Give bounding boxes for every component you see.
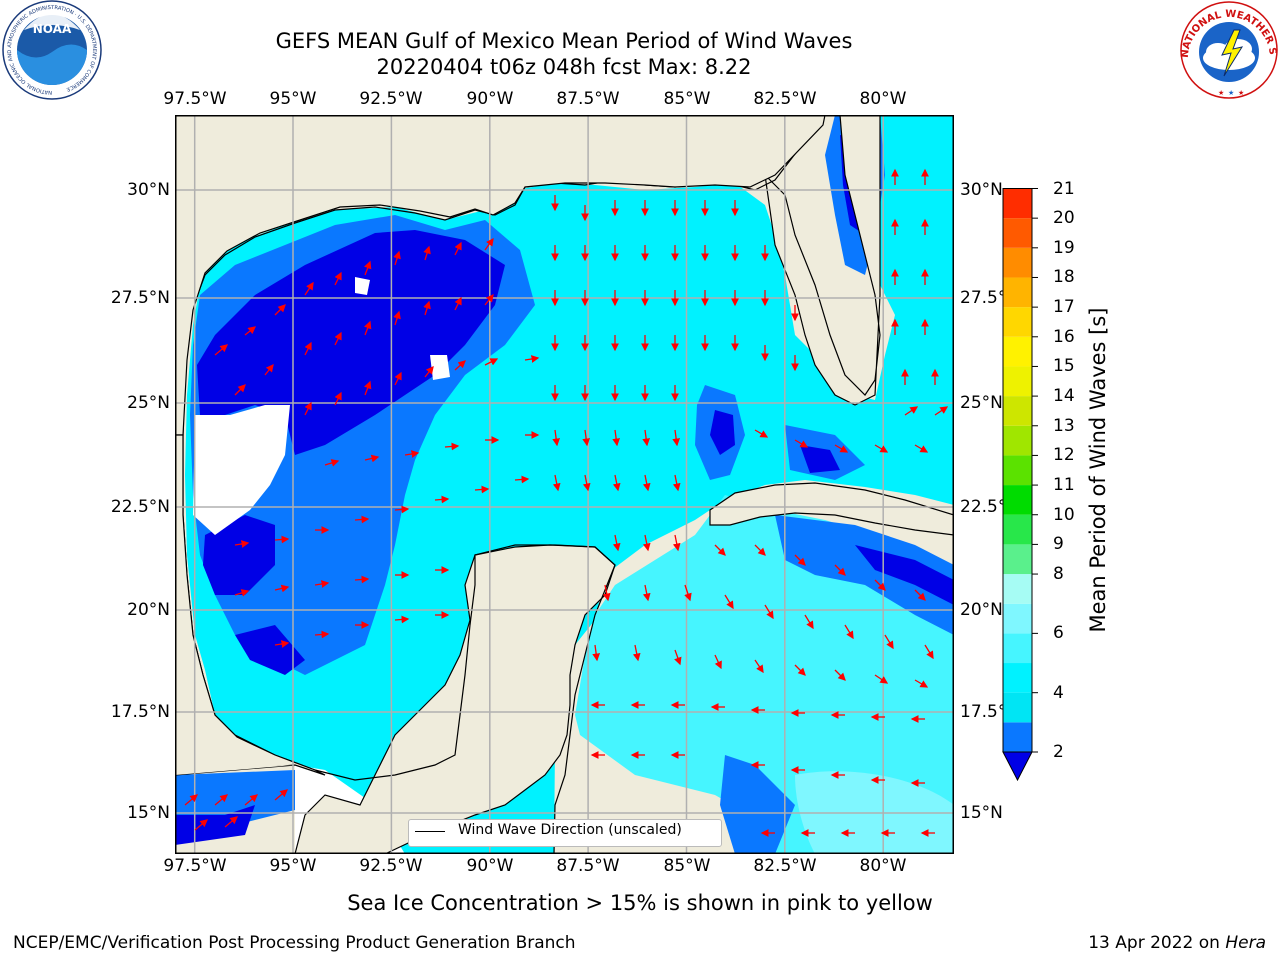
colorbar-segment bbox=[1003, 188, 1032, 219]
nws-logo: NATIONAL WEATHER SERVICE ★ ★ ★ bbox=[1178, 0, 1278, 99]
colorbar-segment bbox=[1003, 633, 1032, 664]
colorbar-tick-label: 12 bbox=[1053, 445, 1075, 466]
colorbar-segment bbox=[1003, 218, 1032, 248]
colorbar-segment bbox=[1003, 425, 1032, 456]
lat-tick-left: 20°N bbox=[127, 600, 170, 620]
colorbar-segment bbox=[1003, 544, 1032, 575]
lon-tick-top: 92.5°W bbox=[359, 89, 423, 109]
colorbar-segment bbox=[1003, 247, 1032, 278]
lat-tick-left: 22.5°N bbox=[110, 497, 170, 517]
lat-tick-left: 15°N bbox=[127, 803, 170, 823]
colorbar-tick-label: 16 bbox=[1053, 326, 1075, 347]
cuba-land bbox=[709, 482, 954, 536]
lat-tick-left: 17.5°N bbox=[110, 702, 170, 722]
colorbar-tick-label: 19 bbox=[1053, 237, 1075, 258]
colorbar-tick-label: 10 bbox=[1053, 504, 1075, 525]
colorbar-segment bbox=[1003, 692, 1032, 723]
colorbar bbox=[1002, 188, 1038, 782]
colorbar-tick-label: 18 bbox=[1053, 267, 1075, 288]
florida-land bbox=[764, 115, 954, 406]
lon-tick-top: 82.5°W bbox=[753, 89, 817, 109]
colorbar-segment bbox=[1003, 336, 1032, 367]
colorbar-segment bbox=[1003, 663, 1032, 693]
lon-tick-top: 90°W bbox=[466, 89, 514, 109]
lon-tick-bottom: 85°W bbox=[663, 856, 711, 876]
legend-label: Wind Wave Direction (unscaled) bbox=[458, 822, 682, 838]
chart-subtitle: 20220404 t06z 048h fcst Max: 8.22 bbox=[376, 55, 752, 79]
svg-text:★: ★ bbox=[1218, 89, 1224, 97]
footer-date-text: 13 Apr 2022 on bbox=[1088, 933, 1226, 953]
legend-line-swatch bbox=[415, 831, 445, 832]
lat-tick-right: 15°N bbox=[960, 803, 1003, 823]
colorbar-segment bbox=[1003, 514, 1032, 545]
lon-tick-bottom: 80°W bbox=[859, 856, 907, 876]
lon-tick-top: 80°W bbox=[859, 89, 907, 109]
lon-tick-top: 87.5°W bbox=[556, 89, 620, 109]
colorbar-tick-label: 8 bbox=[1053, 564, 1064, 585]
lon-tick-bottom: 92.5°W bbox=[359, 856, 423, 876]
lon-tick-top: 85°W bbox=[663, 89, 711, 109]
colorbar-tick-label: 2 bbox=[1053, 742, 1064, 762]
footer-date: 13 Apr 2022 on Hera bbox=[1088, 933, 1266, 953]
colorbar-tick-label: 17 bbox=[1053, 297, 1075, 318]
colorbar-tick-label: 6 bbox=[1053, 623, 1064, 644]
map-legend bbox=[408, 819, 722, 847]
colorbar-tick-label: 21 bbox=[1053, 178, 1075, 199]
lon-tick-bottom: 82.5°W bbox=[753, 856, 817, 876]
colorbar-segment bbox=[1003, 574, 1032, 604]
colorbar-tick-label: 20 bbox=[1053, 208, 1075, 229]
colorbar-segment bbox=[1003, 485, 1032, 515]
colorbar-segment bbox=[1003, 366, 1032, 397]
lat-tick-left: 27.5°N bbox=[110, 288, 170, 308]
sea-ice-note: Sea Ice Concentration > 15% is shown in … bbox=[347, 891, 933, 915]
svg-text:★: ★ bbox=[1238, 89, 1244, 97]
colorbar-segment bbox=[1003, 277, 1032, 308]
colorbar-segment bbox=[1003, 307, 1032, 337]
caribbean-water bbox=[575, 495, 954, 854]
colorbar-under-extension bbox=[1002, 751, 1033, 782]
footer-host: Hera bbox=[1225, 933, 1266, 953]
lon-tick-bottom: 95°W bbox=[269, 856, 317, 876]
lat-tick-left: 25°N bbox=[127, 393, 170, 413]
western-gulf-deepblue bbox=[197, 230, 505, 455]
footer-branch: NCEP/EMC/Verification Post Processing Pr… bbox=[13, 933, 576, 953]
wind-wave-vectors bbox=[184, 168, 949, 837]
svg-text:NOAA: NOAA bbox=[33, 22, 72, 36]
lon-tick-bottom: 97.5°W bbox=[163, 856, 227, 876]
map-panel bbox=[175, 115, 954, 854]
colorbar-segment bbox=[1003, 396, 1032, 426]
colorbar-tick-label: 13 bbox=[1053, 415, 1075, 436]
lat-tick-right: 20°N bbox=[960, 600, 1003, 620]
colorbar-tick-label: 14 bbox=[1053, 386, 1075, 407]
lat-tick-left: 30°N bbox=[127, 180, 170, 200]
colorbar-tick-label: 15 bbox=[1053, 356, 1075, 377]
colorbar-tick-label: 11 bbox=[1053, 475, 1075, 496]
colorbar-title: Mean Period of Wind Waves [s] bbox=[1086, 307, 1110, 633]
colorbar-tick-label: 9 bbox=[1053, 534, 1064, 555]
colorbar-tick-label: 4 bbox=[1053, 682, 1064, 703]
chart-title: GEFS MEAN Gulf of Mexico Mean Period of … bbox=[275, 29, 853, 53]
lat-tick-right: 30°N bbox=[960, 180, 1003, 200]
lon-tick-bottom: 90°W bbox=[466, 856, 514, 876]
colorbar-segment bbox=[1003, 603, 1032, 634]
lon-tick-top: 97.5°W bbox=[163, 89, 227, 109]
colorbar-segment bbox=[1003, 722, 1032, 752]
lon-tick-top: 95°W bbox=[269, 89, 317, 109]
svg-text:★: ★ bbox=[1228, 89, 1234, 97]
lat-tick-right: 25°N bbox=[960, 393, 1003, 413]
noaa-logo: NATIONAL OCEANIC AND ATMOSPHERIC ADMINIS… bbox=[2, 0, 102, 100]
colorbar-segment bbox=[1003, 455, 1032, 486]
lon-tick-bottom: 87.5°W bbox=[556, 856, 620, 876]
colorbar-segments bbox=[1003, 188, 1032, 752]
